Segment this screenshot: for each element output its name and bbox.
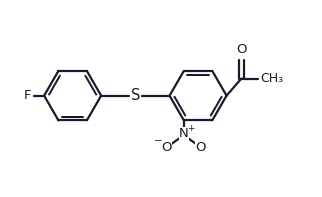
Text: −: − bbox=[154, 137, 163, 146]
Text: +: + bbox=[187, 124, 195, 133]
Text: CH₃: CH₃ bbox=[260, 72, 283, 85]
Text: O: O bbox=[196, 141, 206, 154]
Text: O: O bbox=[161, 141, 172, 154]
Text: N: N bbox=[179, 127, 189, 140]
Text: S: S bbox=[131, 88, 140, 103]
Text: O: O bbox=[236, 43, 247, 56]
Text: F: F bbox=[24, 89, 32, 102]
